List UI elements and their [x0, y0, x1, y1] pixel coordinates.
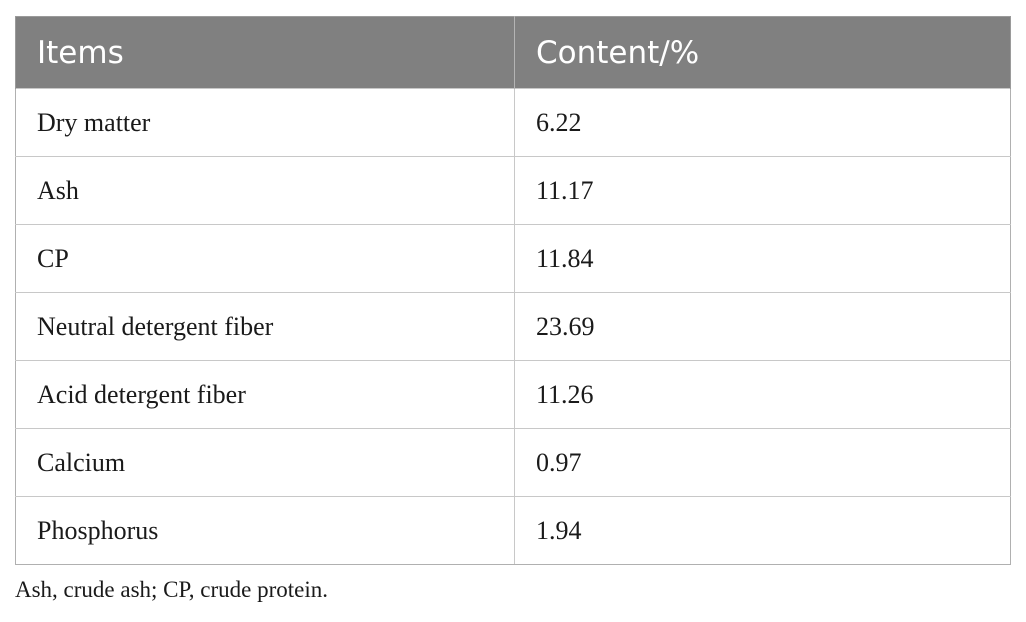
content-cell: 0.97 — [514, 428, 1011, 497]
content-cell: 23.69 — [514, 292, 1011, 361]
item-cell: Calcium — [15, 428, 515, 497]
table-row: CP 11.84 — [15, 224, 1011, 293]
item-cell: CP — [15, 224, 515, 293]
table-body: Dry matter 6.22 Ash 11.17 CP 11.84 Neutr… — [15, 88, 1011, 565]
item-cell: Acid detergent fiber — [15, 360, 515, 429]
table-row: Phosphorus 1.94 — [15, 496, 1011, 565]
content-cell: 11.17 — [514, 156, 1011, 225]
content-cell: 11.26 — [514, 360, 1011, 429]
table-row: Dry matter 6.22 — [15, 88, 1011, 157]
content-cell: 1.94 — [514, 496, 1011, 565]
header-content-percent: Content/% — [514, 16, 1011, 89]
table-row: Calcium 0.97 — [15, 428, 1011, 497]
item-cell: Ash — [15, 156, 515, 225]
composition-table-container: Items Content/% Dry matter 6.22 Ash 11.1… — [15, 16, 1011, 565]
table-row: Ash 11.17 — [15, 156, 1011, 225]
content-cell: 6.22 — [514, 88, 1011, 157]
item-cell: Neutral detergent fiber — [15, 292, 515, 361]
table-row: Neutral detergent fiber 23.69 — [15, 292, 1011, 361]
item-cell: Dry matter — [15, 88, 515, 157]
table-footnote: Ash, crude ash; CP, crude protein. — [15, 577, 328, 602]
item-cell: Phosphorus — [15, 496, 515, 565]
table-header: Items Content/% — [15, 16, 1011, 89]
header-items: Items — [15, 16, 515, 89]
composition-table: Items Content/% Dry matter 6.22 Ash 11.1… — [15, 16, 1011, 565]
header-row: Items Content/% — [15, 16, 1011, 89]
content-cell: 11.84 — [514, 224, 1011, 293]
table-row: Acid detergent fiber 11.26 — [15, 360, 1011, 429]
